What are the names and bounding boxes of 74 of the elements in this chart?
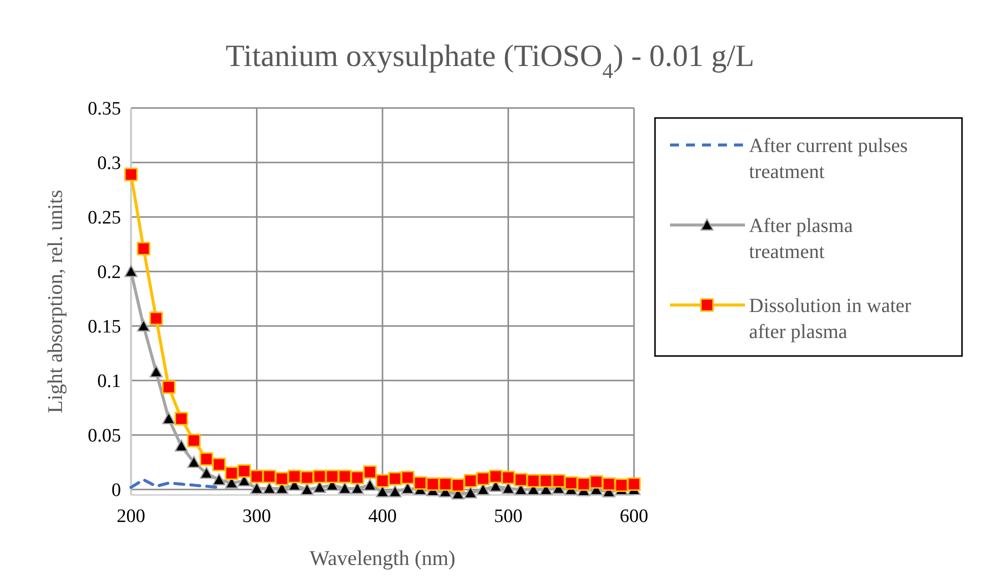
point (350, 470, 364, 484)
point (602, 477, 616, 491)
point (627, 477, 641, 491)
y-tick-label: 0.05 (88, 426, 121, 447)
point (576, 477, 590, 491)
point (363, 465, 377, 479)
legend-label: After current pulses treatment (749, 135, 908, 183)
x-axis-title: Wavelength (nm) (310, 546, 456, 570)
point (262, 482, 276, 494)
point (451, 478, 465, 492)
point (150, 365, 163, 378)
point (338, 482, 352, 494)
point (552, 474, 566, 488)
x-tick-label: 500 (494, 506, 522, 527)
point (376, 474, 390, 488)
point (539, 474, 553, 488)
x-tick-label: 200 (116, 506, 146, 527)
point (300, 470, 314, 484)
point (136, 242, 150, 256)
y-tick-label: 0.1 (97, 371, 121, 392)
point (124, 168, 138, 182)
point (200, 466, 214, 479)
point (388, 485, 402, 498)
point (212, 473, 226, 486)
point (212, 458, 226, 472)
point (400, 470, 414, 484)
point (388, 472, 402, 486)
point (438, 477, 452, 491)
point (162, 412, 176, 424)
x-tick-label: 400 (368, 506, 397, 527)
point (514, 472, 528, 486)
chart-title: Titanium oxysulphate (TiOSO$_{4}$) - 0.01 g/L (226, 38, 754, 83)
legend-label: After plasma treatment (749, 215, 853, 263)
point (250, 482, 264, 494)
point (237, 464, 251, 478)
y-tick-label: 0 (112, 480, 121, 502)
point (187, 434, 201, 448)
legend-label: Dissolution in water after plasma (749, 295, 912, 343)
y-tick-label: 0.2 (97, 262, 121, 284)
point (300, 482, 314, 496)
point (413, 476, 427, 490)
y-tick-label: 0.25 (88, 208, 121, 229)
x-tick-label: 600 (620, 506, 648, 527)
y-tick-label: 0.15 (88, 316, 121, 338)
point (162, 380, 176, 394)
point (363, 478, 377, 491)
point (312, 470, 326, 484)
point (476, 472, 490, 486)
point (136, 319, 150, 332)
point (187, 456, 200, 468)
point (262, 470, 276, 484)
y-axis-title: Light absorption, rel. units (43, 190, 67, 414)
point (250, 470, 264, 484)
point (464, 486, 478, 498)
y-tick-label: 0.3 (97, 153, 121, 174)
point (325, 470, 339, 484)
point (288, 470, 302, 484)
point (564, 476, 578, 490)
point (426, 477, 440, 491)
point (149, 312, 163, 326)
point (488, 470, 502, 484)
point (275, 472, 289, 486)
y-tick-label: 0.35 (88, 98, 121, 120)
point (174, 412, 188, 426)
point (590, 475, 604, 489)
point (502, 470, 515, 484)
x-tick-label: 300 (242, 506, 271, 527)
point (464, 474, 478, 488)
point (200, 452, 214, 466)
point (338, 470, 352, 484)
point (174, 439, 188, 452)
point (224, 466, 238, 480)
point (526, 474, 540, 488)
point (614, 478, 628, 492)
